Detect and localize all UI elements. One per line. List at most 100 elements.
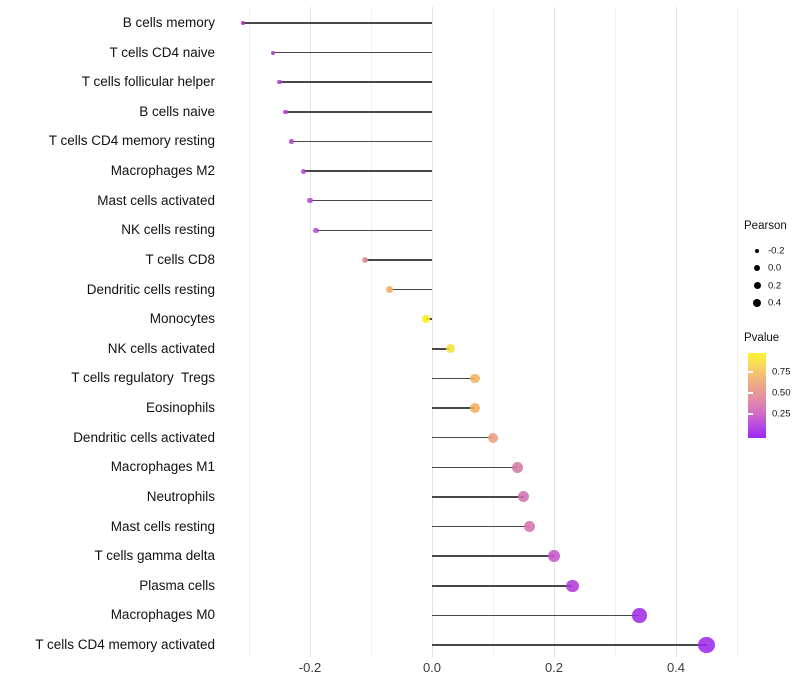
stem-line — [432, 407, 475, 409]
stem-line — [310, 199, 432, 202]
size-key-label: 0.2 — [768, 280, 782, 292]
major-gridline — [554, 7, 555, 657]
stem-line — [432, 496, 524, 498]
stem-line — [432, 466, 518, 469]
minor-gridline — [493, 7, 494, 657]
data-point — [487, 432, 499, 443]
plot-panel — [220, 7, 740, 657]
minor-gridline — [737, 7, 738, 657]
data-point — [313, 227, 319, 233]
data-point — [283, 109, 288, 115]
minor-gridline — [615, 7, 616, 657]
data-point — [445, 344, 455, 354]
category-label: T cells regulatory Tregs — [71, 370, 215, 386]
category-label: Dendritic cells resting — [86, 281, 215, 297]
category-label: T cells CD4 memory resting — [48, 133, 215, 149]
category-label: T cells CD4 naive — [109, 44, 215, 60]
category-label: Mast cells activated — [97, 192, 215, 208]
category-label: Neutrophils — [146, 488, 215, 504]
category-label: T cells follicular helper — [81, 74, 215, 90]
category-label: T cells gamma delta — [94, 548, 215, 564]
category-label: Mast cells resting — [110, 518, 215, 534]
data-point — [307, 198, 313, 204]
category-label: T cells CD8 — [145, 251, 215, 267]
data-point — [289, 139, 294, 144]
stem-line — [432, 644, 707, 646]
category-label: Plasma cells — [139, 577, 215, 593]
color-legend-title: Pvalue — [744, 332, 780, 344]
size-legend-entries: -0.2 0.0 0.2 0.4 — [744, 242, 800, 312]
data-point — [566, 579, 579, 592]
pvalue-color-legend: Pvalue 0.75 0.50 0.25 — [744, 332, 800, 438]
stem-line — [432, 377, 475, 380]
category-label: B cells naive — [139, 103, 215, 119]
data-point — [469, 403, 480, 413]
category-label: B cells memory — [122, 15, 215, 30]
category-label: NK cells activated — [107, 340, 215, 356]
data-point — [241, 21, 245, 25]
colorbar-tick-label: 0.25 — [772, 408, 791, 420]
size-key-label: 0.0 — [768, 262, 782, 274]
stem-line — [364, 259, 432, 261]
data-point — [277, 80, 282, 85]
data-point — [385, 285, 393, 294]
stem-line — [432, 555, 554, 557]
data-point — [632, 608, 647, 623]
category-label: Monocytes — [149, 311, 215, 327]
data-point — [421, 315, 431, 324]
size-legend-entry: 0.4 — [744, 295, 800, 313]
size-key-dot — [753, 299, 761, 308]
category-label: Macrophages M0 — [110, 607, 215, 623]
data-point — [361, 256, 369, 264]
pearson-size-legend: Pearson -0.2 0.0 0.2 0.4 — [744, 220, 800, 312]
category-label: Macrophages M2 — [110, 163, 215, 179]
pvalue-gradient-bar — [748, 353, 766, 438]
data-point — [517, 491, 530, 503]
stem-line — [432, 585, 573, 587]
stem-line — [303, 170, 432, 172]
size-key-dot — [753, 282, 761, 290]
stem-line — [432, 436, 493, 439]
x-tick-label: 0.0 — [422, 660, 442, 675]
stem-line — [285, 111, 432, 113]
stem-line — [273, 51, 432, 54]
stem-line — [316, 229, 432, 232]
stem-line — [389, 288, 432, 291]
colorbar-tick — [748, 413, 753, 415]
stem-line — [432, 348, 451, 350]
colorbar-tick-label: 0.50 — [772, 387, 791, 399]
size-legend-title: Pearson — [744, 220, 787, 232]
category-label: Eosinophils — [145, 400, 215, 416]
colorbar-tick — [748, 371, 753, 373]
colorbar-tick-label: 0.75 — [772, 366, 791, 378]
category-label: NK cells resting — [121, 222, 215, 238]
stem-line — [242, 22, 432, 24]
size-key-label: 0.4 — [768, 297, 782, 309]
category-label: Macrophages M1 — [110, 459, 215, 475]
size-legend-entry: 0.0 — [744, 260, 800, 278]
size-key-dot — [754, 265, 760, 272]
minor-gridline — [249, 7, 250, 657]
data-point — [523, 520, 536, 533]
size-legend-entry: 0.2 — [744, 277, 800, 295]
data-point — [548, 550, 560, 563]
stem-line — [279, 81, 432, 83]
data-point — [511, 461, 523, 473]
size-key-label: -0.2 — [768, 245, 785, 257]
x-tick-label: 0.4 — [666, 660, 686, 675]
major-gridline — [432, 7, 433, 657]
stem-line — [291, 140, 432, 143]
major-gridline — [310, 7, 311, 657]
major-gridline — [676, 7, 677, 657]
colorbar-tick — [748, 392, 753, 394]
stem-line — [432, 525, 530, 528]
data-point — [271, 50, 276, 55]
x-tick-label: -0.2 — [298, 660, 322, 675]
data-point — [301, 168, 307, 174]
data-point — [469, 373, 480, 384]
x-tick-label: 0.2 — [544, 660, 564, 675]
category-label: T cells CD4 memory activated — [35, 637, 215, 653]
size-legend-entry: -0.2 — [744, 242, 800, 260]
minor-gridline — [371, 7, 372, 657]
